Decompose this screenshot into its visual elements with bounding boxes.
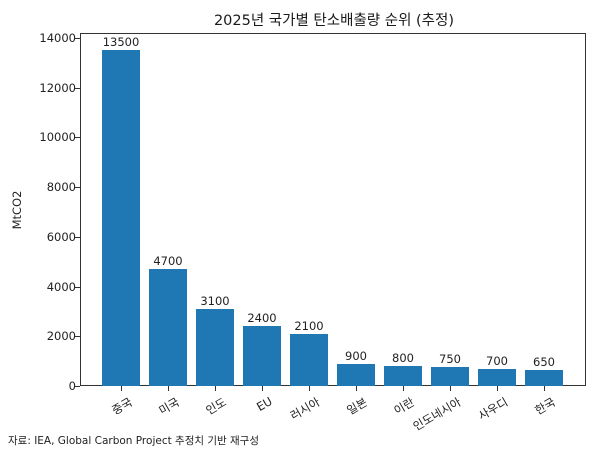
y-tick-label: 12000	[39, 80, 76, 95]
x-tick-label: 인도네시아	[410, 394, 464, 434]
chart-title: 2025년 국가별 탄소배출량 순위 (추정)	[213, 13, 455, 29]
x-tick-mark	[497, 386, 498, 391]
y-tick-mark	[75, 336, 80, 338]
bar-value-label: 700	[486, 353, 508, 368]
x-tick-mark	[403, 386, 404, 391]
bar	[337, 363, 375, 386]
bar	[102, 50, 140, 386]
y-tick-mark	[75, 187, 80, 189]
bar-value-label: 650	[533, 354, 555, 369]
bar-value-label: 750	[439, 352, 461, 367]
x-tick-label: 사우디	[475, 394, 511, 423]
y-tick-label: 8000	[46, 180, 76, 195]
bar	[290, 333, 328, 386]
source-note: 자료: IEA, Global Carbon Project 추정치 기반 재구…	[8, 435, 259, 447]
bar-value-label: 4700	[153, 254, 183, 269]
x-tick-mark	[215, 386, 216, 391]
bar	[525, 369, 563, 386]
y-tick-mark	[75, 386, 80, 387]
x-tick-label: 인도	[203, 394, 229, 418]
bar	[149, 269, 187, 386]
x-tick-label: EU	[254, 394, 275, 414]
bar	[196, 308, 234, 386]
bar-value-label: 800	[392, 351, 414, 366]
plot-area	[80, 33, 586, 386]
y-tick-mark	[75, 87, 80, 89]
bar-value-label: 900	[345, 348, 367, 363]
x-tick-label: 미국	[156, 394, 182, 418]
y-tick-label: 14000	[39, 31, 76, 45]
x-tick-label: 러시아	[287, 394, 323, 423]
x-tick-mark	[168, 386, 169, 391]
x-tick-mark	[262, 386, 263, 391]
bar	[478, 368, 516, 386]
y-axis-label: MtCO2	[10, 190, 24, 230]
x-tick-mark	[309, 386, 310, 391]
x-tick-label: 중국	[109, 394, 135, 418]
y-tick-label: 6000	[46, 229, 76, 244]
y-tick-label: 2000	[46, 329, 76, 344]
y-tick-mark	[75, 38, 80, 39]
bar-value-label: 2100	[294, 318, 324, 333]
y-tick-label: 10000	[39, 130, 76, 145]
x-tick-mark	[121, 386, 122, 391]
x-tick-mark	[356, 386, 357, 391]
x-tick-mark	[544, 386, 545, 391]
x-tick-mark	[450, 386, 451, 391]
x-tick-label: 한국	[532, 394, 558, 418]
bar-value-label: 2400	[247, 311, 277, 326]
bar	[384, 366, 422, 386]
x-tick-label: 이란	[391, 394, 417, 418]
bar-value-label: 3100	[200, 293, 230, 308]
x-tick-label: 일본	[344, 394, 370, 418]
y-tick-label: 4000	[46, 279, 76, 294]
bar	[243, 326, 281, 386]
bar	[431, 367, 469, 386]
y-tick-mark	[75, 286, 80, 288]
y-tick-mark	[75, 137, 80, 139]
y-tick-mark	[75, 236, 80, 238]
bar-value-label: 13500	[102, 35, 140, 50]
y-tick-label: 0	[68, 379, 76, 393]
